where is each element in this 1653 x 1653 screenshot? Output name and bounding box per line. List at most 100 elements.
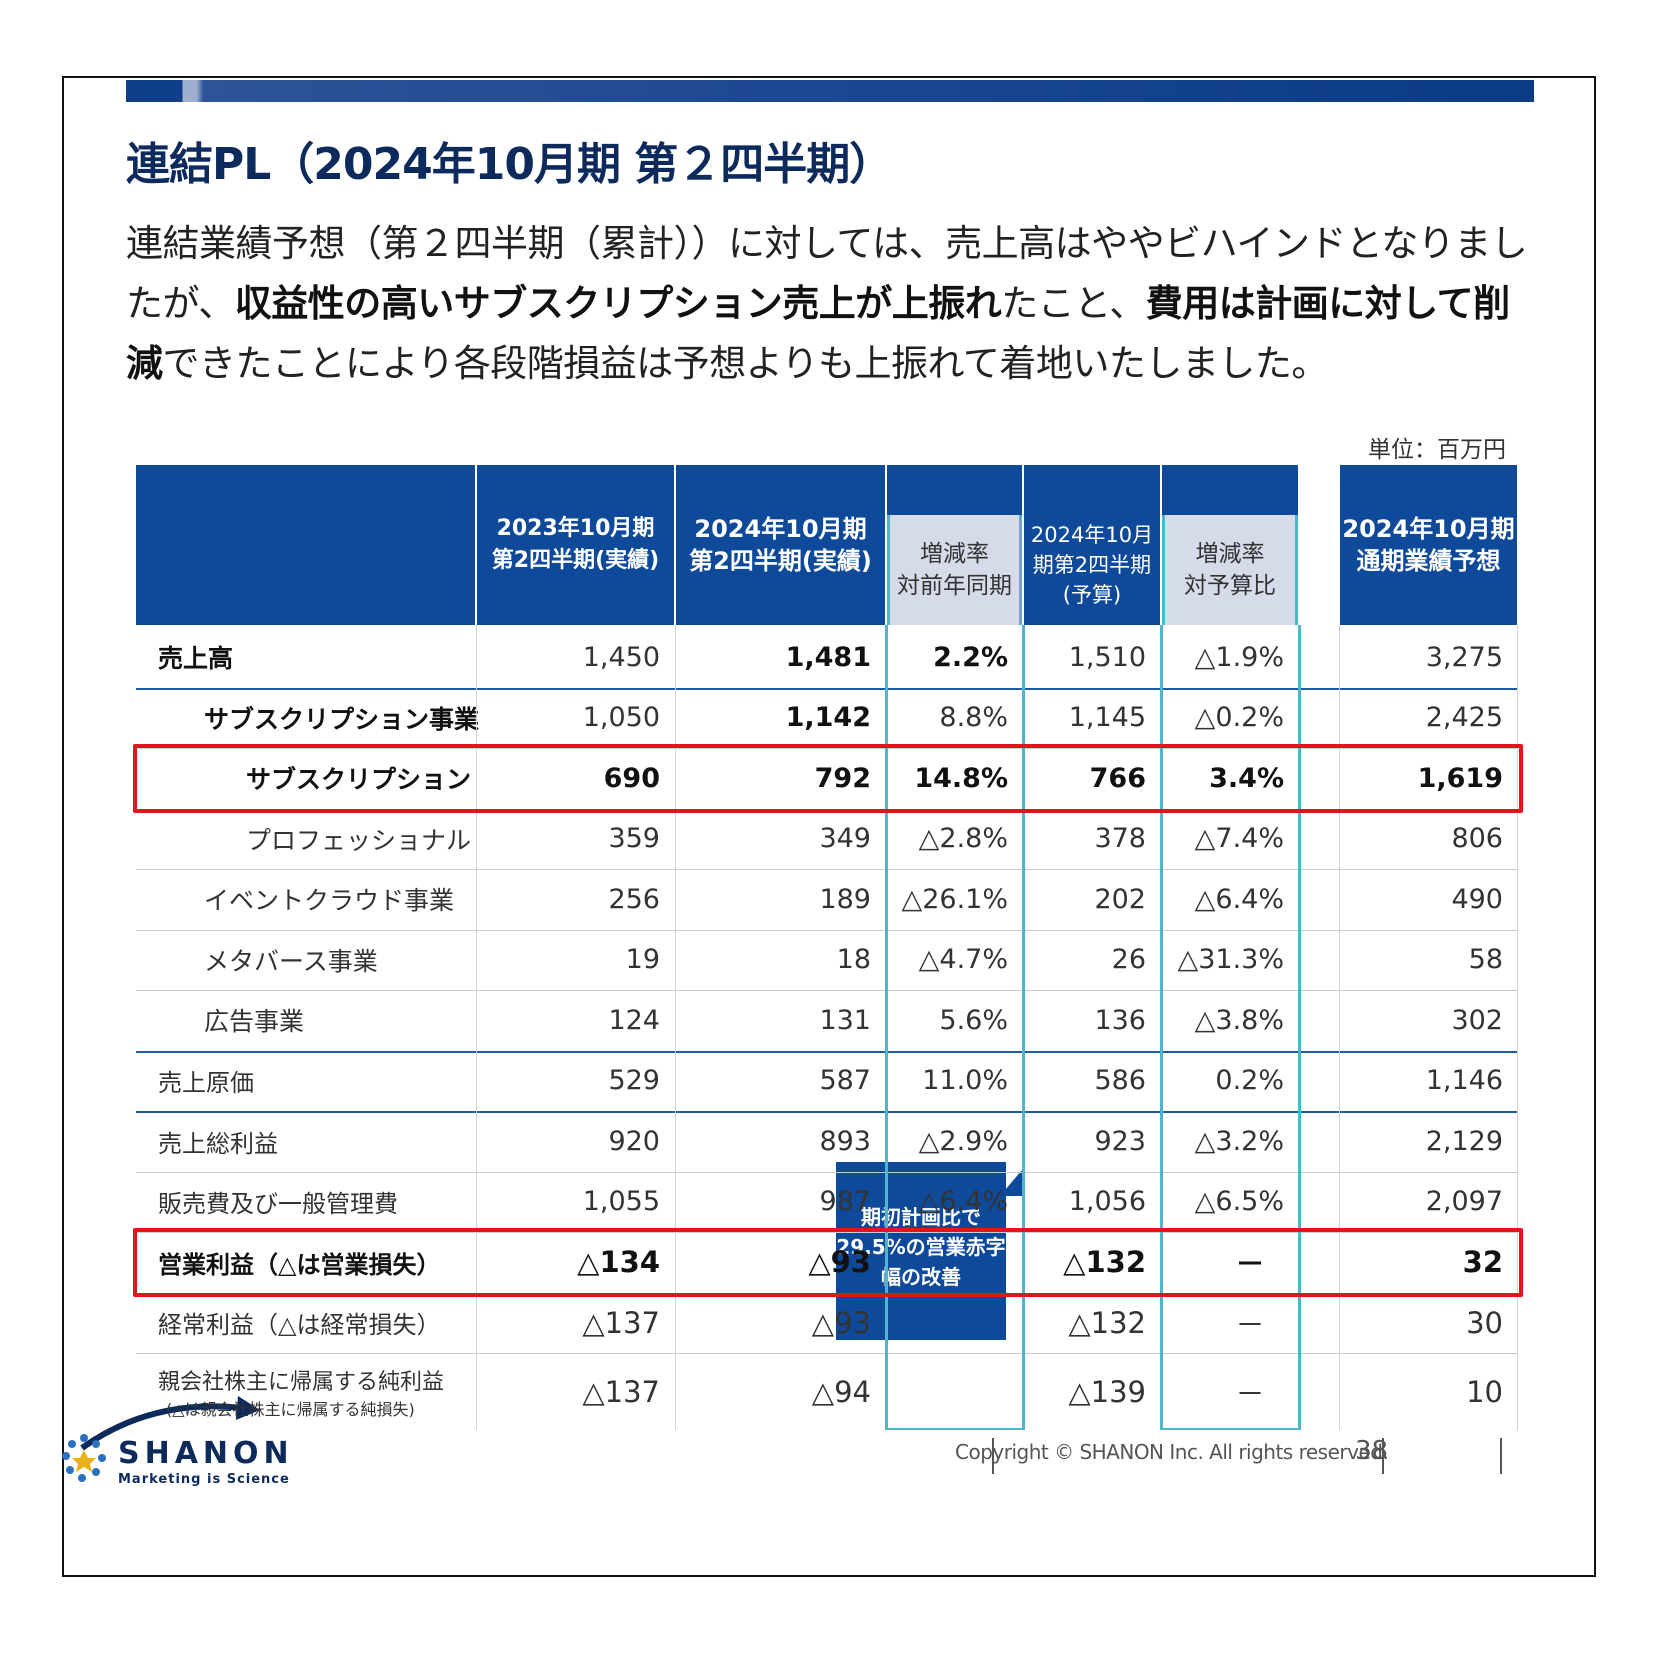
- table-cell: －: [1235, 1247, 1265, 1282]
- column-divider: [1517, 625, 1518, 1430]
- row-label: サブスクリプション: [246, 765, 472, 795]
- row-sublabel: (△は親会社株主に帰属する純損失): [166, 1399, 415, 1419]
- table-cell: 11.0%: [922, 1065, 1008, 1097]
- row-label: プロフェッショナル: [246, 825, 472, 855]
- logo-tagline: Marketing is Science: [118, 1472, 290, 1487]
- header-text: 増減率: [1195, 541, 1265, 567]
- row-label: 売上高: [158, 644, 234, 674]
- header-text: 2023年10月期: [496, 516, 655, 541]
- header-budget-change: 増減率 対予算比: [1162, 515, 1298, 625]
- row-divider: [136, 687, 1517, 690]
- table-cell: △2.9%: [918, 1125, 1008, 1157]
- callout-box: 期初計画比で 29.5%の営業赤字 幅の改善: [836, 1162, 1006, 1340]
- row-label: 売上原価: [158, 1069, 254, 1098]
- header-bar: [126, 80, 1534, 102]
- page-number: 38: [1355, 1436, 1389, 1466]
- table-cell: 1,142: [785, 702, 871, 734]
- table-cell: 893: [819, 1125, 871, 1157]
- header-text: 通期業績予想: [1356, 547, 1501, 575]
- table-cell: 131: [819, 1004, 871, 1036]
- header-yoy-change: 増減率 対前年同期: [887, 515, 1022, 625]
- copyright-text: Copyright © SHANON Inc. All rights reser…: [955, 1440, 1389, 1464]
- table-cell: [887, 1353, 1022, 1430]
- table-cell: △94: [811, 1374, 871, 1409]
- row-divider: [136, 1171, 1517, 1173]
- row-label-text: 親会社株主に帰属する純利益: [158, 1369, 445, 1395]
- table-cell: 8.8%: [939, 702, 1008, 734]
- table-cell: 359: [608, 823, 660, 855]
- row-label: 販売費及び一般管理費: [158, 1190, 398, 1219]
- highlight-subscription-row: [133, 744, 1523, 813]
- page-title: 連結PL（2024年10月期 第２四半期）: [126, 139, 893, 190]
- table-cell: 32: [1462, 1245, 1503, 1280]
- highlight-column-bottom: [1160, 1428, 1301, 1430]
- header-text: 第2四半期(実績): [689, 547, 872, 575]
- table-cell: △1.9%: [1194, 641, 1284, 673]
- header-text: 2024年10月期: [694, 515, 867, 543]
- table-cell: 3,275: [1425, 641, 1503, 673]
- table-cell: 349: [819, 823, 871, 855]
- table-cell: △6.4%: [1194, 883, 1284, 915]
- table-cell: 378: [1094, 823, 1146, 855]
- table-cell: 586: [1094, 1065, 1146, 1097]
- column-divider: [675, 625, 676, 1430]
- lead-text-2: たこと、: [1001, 282, 1146, 325]
- table-cell: 920: [608, 1125, 660, 1157]
- table-cell: 19: [625, 944, 660, 976]
- header-fy2024-q2: 2024年10月期 第2四半期(実績): [676, 465, 885, 625]
- row-label: イベントクラウド事業: [204, 886, 455, 916]
- footer-divider: [1382, 1438, 1384, 1474]
- row-label: メタバース事業: [204, 946, 378, 976]
- table-cell: 792: [814, 762, 871, 794]
- header-full-year-forecast: 2024年10月期 通期業績予想: [1340, 465, 1517, 625]
- lead-text-1: 連結業績予想（第２四半期（累計））に対しては、売上高はややビハインドとなりました…: [126, 222, 1528, 325]
- header-text: 2024年10月: [1030, 523, 1154, 547]
- table-cell: 1,050: [582, 702, 660, 734]
- header-text: 第2四半期(実績): [491, 548, 660, 573]
- lead-paragraph: 連結業績予想（第２四半期（累計））に対しては、売上高はややビハインドとなりました…: [126, 214, 1546, 394]
- table-cell: △93: [811, 1305, 871, 1340]
- table-cell: △0.2%: [1194, 702, 1284, 734]
- table-cell: △137: [582, 1305, 660, 1340]
- table-cell: △6.5%: [1194, 1186, 1284, 1218]
- table-cell: －: [1235, 1376, 1265, 1411]
- highlight-operating-income-row: [133, 1228, 1523, 1297]
- table-cell: 2,097: [1425, 1186, 1503, 1218]
- table-cell: 1,055: [582, 1186, 660, 1218]
- lead-bold-1: 収益性の高いサブスクリプション売上が上振れ: [234, 282, 1002, 325]
- table-cell: 587: [819, 1065, 871, 1097]
- row-label: サブスクリプション事業: [204, 704, 480, 734]
- table-cell: 189: [819, 883, 871, 915]
- table-cell: 18: [836, 944, 871, 976]
- header-budget: 2024年10月 期第2四半期 (予算): [1024, 465, 1160, 625]
- highlight-column-border: [1298, 625, 1301, 1430]
- highlight-column-border: [885, 625, 888, 1430]
- table-cell: △139: [1068, 1374, 1146, 1409]
- slide: 連結PL（2024年10月期 第２四半期） 連結業績予想（第２四半期（累計））に…: [62, 76, 1596, 1577]
- row-label: 売上総利益: [158, 1129, 278, 1158]
- table-cell: 136: [1094, 1004, 1146, 1036]
- table-cell: 1,481: [785, 641, 871, 673]
- row-divider: [136, 1050, 1517, 1053]
- table-cell: △6.4%: [918, 1186, 1008, 1218]
- table-cell: 987: [819, 1186, 871, 1218]
- header-text: 増減率: [920, 541, 989, 567]
- shanon-logo-icon: [62, 1396, 260, 1482]
- row-label: 経常利益（△は経常損失）: [158, 1311, 441, 1340]
- table-cell: 58: [1468, 944, 1503, 976]
- table-cell: 3.4%: [1209, 762, 1284, 794]
- row-divider: [136, 869, 1517, 870]
- table-cell: △132: [1063, 1245, 1146, 1280]
- header-text: (予算): [1062, 583, 1122, 607]
- table-cell: 124: [608, 1004, 660, 1036]
- table-cell: 1,510: [1068, 641, 1146, 673]
- callout-text: 29.5%の営業赤字: [836, 1235, 1006, 1259]
- table-cell: 14.8%: [914, 762, 1008, 794]
- row-label: 広告事業: [204, 1007, 305, 1037]
- table-cell: △93: [808, 1245, 871, 1280]
- row-divider: [136, 748, 1517, 749]
- lead-text-3: できたことにより各段階損益は予想よりも上振れて着地いたしました。: [162, 342, 1329, 385]
- table-cell: △3.2%: [1194, 1125, 1284, 1157]
- callout-tail: [1000, 1170, 1022, 1196]
- table-cell: △26.1%: [901, 883, 1008, 915]
